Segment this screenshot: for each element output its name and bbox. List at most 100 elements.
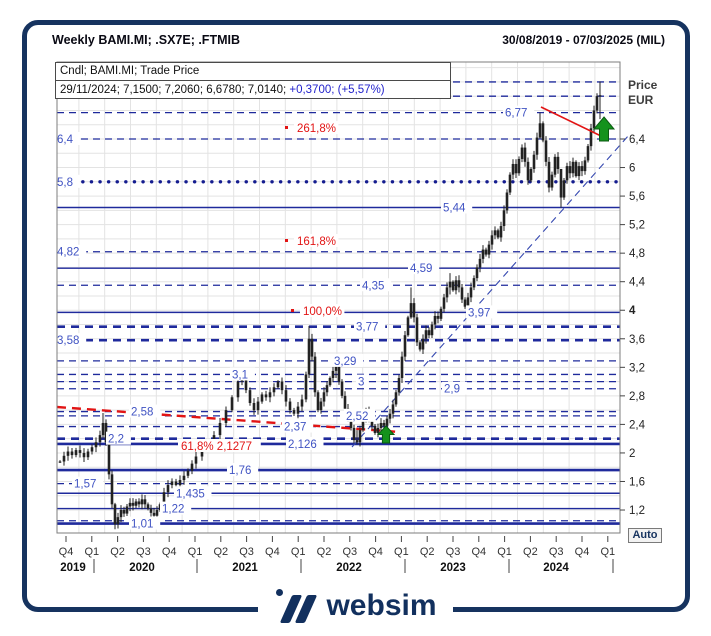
level-label-bg [354, 319, 386, 333]
quarter-label: Q1 [84, 546, 99, 558]
quarter-label: Q2 [213, 546, 228, 558]
candle-body [532, 154, 536, 169]
level-label-bg [174, 486, 212, 500]
candle-body [484, 249, 488, 255]
candle-body [107, 442, 111, 475]
fib-label-bg [178, 439, 261, 452]
auto-scale-button[interactable]: Auto [628, 528, 662, 543]
candle-body [373, 425, 377, 433]
y-tick-label-1,2: 1,2 [629, 505, 645, 517]
candle-body [162, 492, 166, 505]
candle-body [352, 427, 356, 441]
candle-body [394, 392, 398, 405]
candle-body [319, 401, 323, 411]
candle-body [598, 95, 602, 97]
year-label-2019: 2019 [60, 562, 86, 574]
candle-body [454, 280, 458, 291]
candle-body [409, 303, 413, 318]
websim-wordmark: websim [326, 589, 437, 622]
candle-body [340, 381, 344, 396]
candle-body [316, 392, 320, 411]
x-axis: Q4 Q1 Q2 Q3 Q4 Q1 Q2 Q3 Q4 Q1 Q2 Q3 Q4 Q1 Q2 Q3 Q4 Q1 Q2 Q3… [59, 536, 615, 574]
legend-ohlc-black: 29/11/2024; 7,1500; 7,2060; 6,6780; 7,01… [60, 84, 287, 96]
candle-body [200, 449, 204, 457]
ascending-support [351, 134, 630, 448]
candle-body [571, 161, 575, 174]
level-label-1,01: 1,01 [131, 519, 153, 531]
y-axis-title: Price EUR [628, 78, 657, 108]
candle-body [66, 451, 70, 456]
candle-body [421, 338, 425, 350]
candle-body [280, 381, 284, 391]
level-label-bg [230, 367, 255, 381]
quarter-label: Q4 [368, 546, 383, 558]
footer-logo: websim [258, 586, 453, 626]
candle-body [451, 281, 455, 291]
candle-body [472, 278, 476, 288]
candle-body [122, 510, 126, 514]
y-tick-label-2: 2 [629, 448, 635, 460]
candle-body [478, 258, 482, 268]
quarter-label: Q4 [265, 546, 280, 558]
quarter-label: Q4 [575, 546, 590, 558]
candle-body [379, 422, 383, 428]
candle-body [361, 418, 365, 431]
candle-body [190, 463, 194, 471]
level-labels: 6,77 6,4 5,8 5,44 4,82 4,59 4,35 3,97 3,77 3,58 3,… [55, 105, 535, 531]
level-label-bg [72, 476, 104, 490]
candle-body [230, 397, 234, 411]
y-tick-label-4,8: 4,8 [629, 248, 645, 260]
level-label-bg [408, 261, 440, 275]
candle-body [284, 390, 288, 402]
candle-body [128, 502, 132, 507]
candle-body [328, 378, 332, 386]
candle-body [514, 163, 518, 174]
candle-body [74, 450, 78, 456]
fibonacci-labels: 261,8% 161,8% 100,0% 61,8% 2,1277 [178, 121, 345, 453]
candle-body [58, 461, 62, 463]
chart-title: Weekly BAMI.MI; .SX7E; .FTMIB [52, 33, 240, 47]
candle-body [343, 395, 347, 409]
candle-body [300, 399, 304, 407]
year-label-2021: 2021 [232, 562, 258, 574]
candle-body [194, 456, 198, 464]
candle-body [544, 140, 548, 162]
level-label-1,57: 1,57 [74, 479, 96, 491]
y-tick-label-6,4: 6,4 [629, 134, 646, 146]
level-label-bg [55, 333, 87, 347]
year-label-2023: 2023 [440, 562, 466, 574]
candle-body [264, 394, 268, 398]
candle-body [276, 381, 280, 388]
quarter-label: Q2 [523, 546, 538, 558]
quarter-label: Q2 [420, 546, 435, 558]
fib-dot [285, 126, 288, 129]
candle-body [137, 501, 141, 505]
level-label-bg [332, 353, 364, 367]
candle-body [568, 166, 572, 174]
candle-body [595, 96, 599, 111]
year-label-2024: 2024 [543, 562, 569, 574]
candle-body [288, 401, 292, 411]
candle-body [469, 287, 473, 298]
candle-body [292, 410, 296, 414]
level-label-3,1: 3,1 [232, 369, 248, 381]
candle-body [553, 156, 557, 175]
level-label-bg [344, 408, 376, 422]
plot-background [57, 62, 620, 533]
candle-body [358, 430, 362, 443]
candle-body [538, 123, 542, 138]
candle-body [143, 499, 147, 505]
candle-body [149, 508, 153, 513]
candle-body [131, 502, 135, 506]
candle-body [155, 510, 159, 516]
candle-body [252, 402, 256, 411]
candle-body [382, 422, 386, 426]
breakout-arrow-2025-icon [592, 116, 616, 142]
level-label-2,9: 2,9 [444, 384, 460, 396]
candle-body [94, 442, 98, 448]
candle-body [385, 418, 389, 426]
candle-body [134, 501, 138, 506]
fib-label: 161,8% [297, 236, 336, 248]
candle-body [90, 447, 94, 452]
quarter-label: Q2 [110, 546, 125, 558]
